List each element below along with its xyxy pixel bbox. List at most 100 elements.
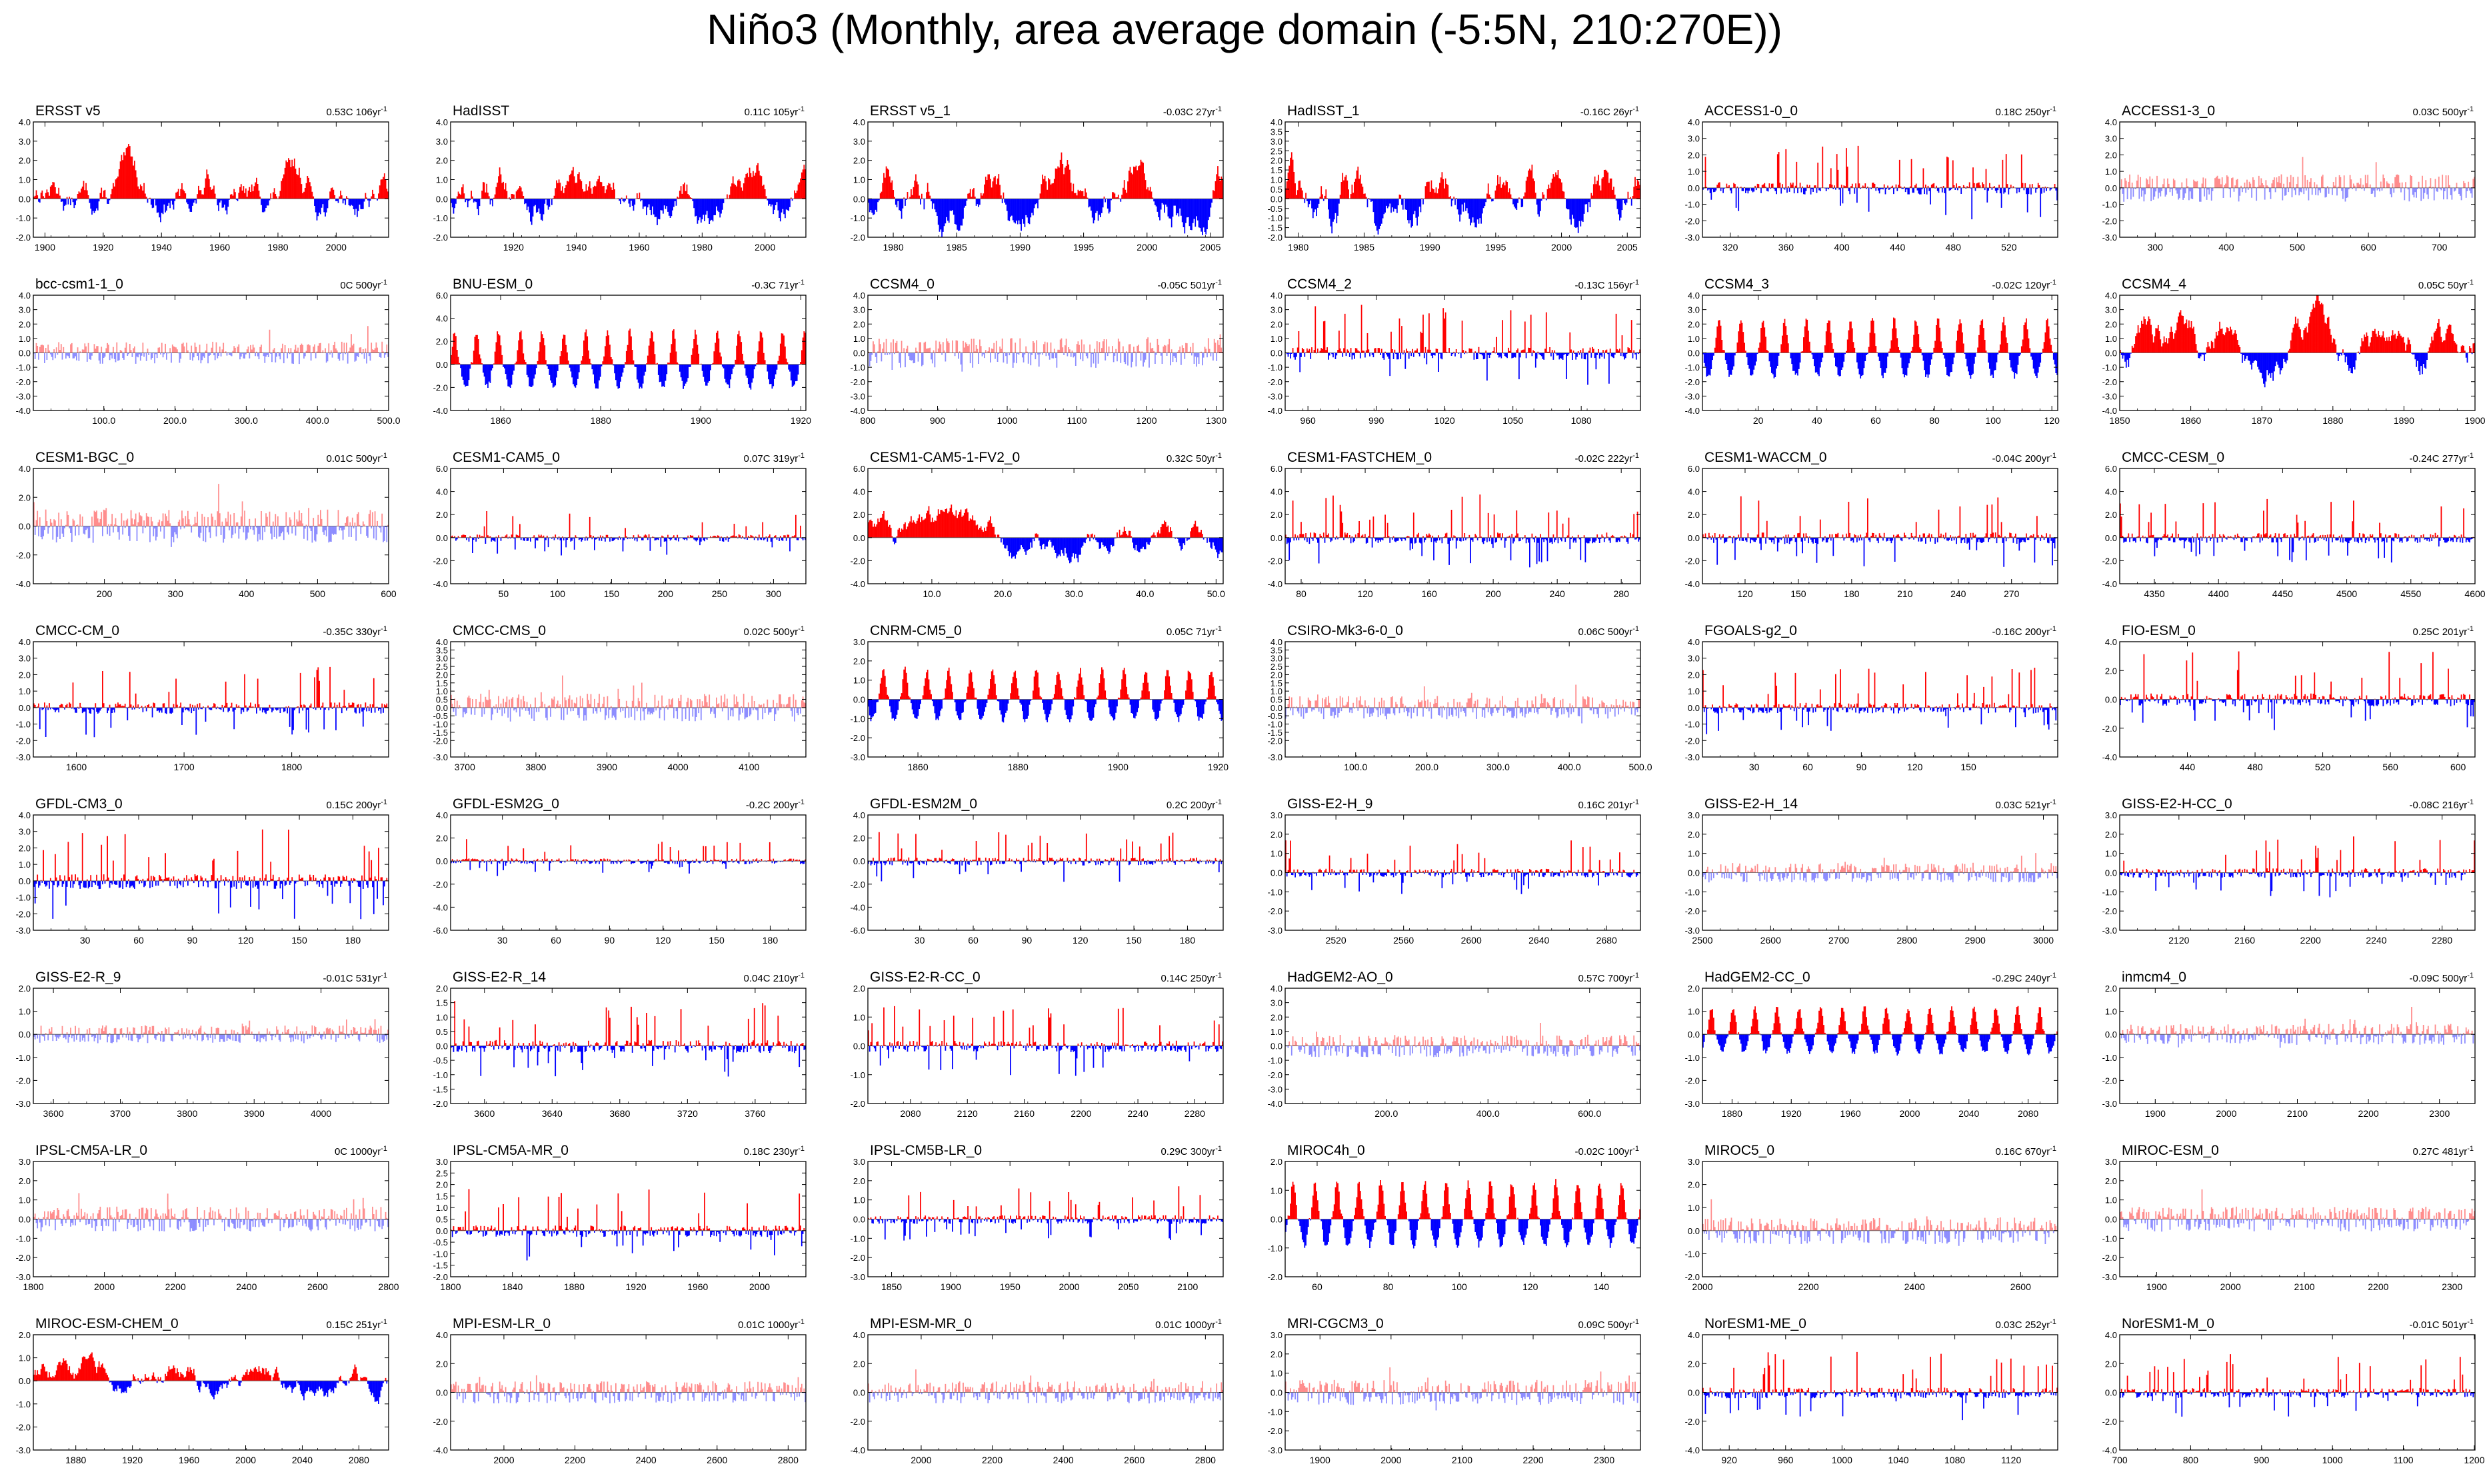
x-tick-label: 2005: [1200, 242, 1221, 253]
y-tick-label: -2.0: [851, 1253, 865, 1263]
x-tick-label: 2600: [707, 1455, 727, 1465]
y-tick-label: 2.0: [436, 337, 448, 347]
x-tick-label: 2100: [1452, 1455, 1472, 1465]
y-tick-label: 2.0: [19, 156, 31, 166]
y-tick-label: -2.0: [433, 1099, 448, 1109]
x-tick-label: 2040: [1958, 1108, 1979, 1119]
y-tick-label: -6.0: [851, 926, 865, 936]
chart-panel: MIROC-ESM-CHEM_0 0.15C 251yr-1 -3.0 -2.0 -1.…: [16, 1316, 389, 1465]
x-tick-label: 1985: [1354, 242, 1374, 253]
chart-panel: GISS-E2-H_14 0.03C 521yr-1 -3.0 -2.0 -1.0 0.0…: [1685, 796, 2058, 946]
y-tick-label: 1.0: [19, 1195, 31, 1205]
y-tick-label: 4.0: [19, 810, 31, 820]
x-tick-label: 1860: [490, 415, 511, 426]
y-tick-label: 1.0: [436, 1203, 448, 1213]
y-tick-label: 3.0: [1270, 305, 1282, 315]
y-tick-label: -4.0: [851, 579, 865, 589]
panel-title: GISS-E2-R_14: [453, 970, 546, 985]
y-tick-label: 0.0: [2105, 695, 2117, 705]
panel-stat: -0.01C 531yr-1: [323, 972, 388, 984]
y-tick-label: -1.0: [16, 1233, 31, 1243]
panel-title: IPSL-CM5B-LR_0: [870, 1143, 982, 1158]
y-tick-label: -1.0: [16, 213, 31, 223]
y-tick-label: -4.0: [433, 1445, 448, 1455]
y-tick-label: 0.0: [436, 703, 448, 713]
y-tick-label: -4.0: [16, 406, 31, 416]
x-tick-label: 2600: [1124, 1455, 1145, 1465]
y-tick-label: 0.0: [1688, 183, 1700, 193]
panel-title: CSIRO-Mk3-6-0_0: [1287, 623, 1403, 638]
x-tick-label: 2200: [2300, 935, 2321, 946]
chart-panel: FGOALS-g2_0 -0.16C 200yr-1 -3.0 -2.0 -1.0 0.0…: [1685, 623, 2058, 772]
x-tick-label: 1860: [2180, 415, 2201, 426]
negative-anomaly-fill: [109, 1381, 389, 1404]
y-tick-label: -2.0: [433, 1272, 448, 1282]
panel-title: MIROC-ESM_0: [2122, 1143, 2219, 1158]
x-tick-label: 2400: [1053, 1455, 1074, 1465]
y-tick-label: 3.0: [436, 654, 448, 664]
y-tick-label: -1.0: [2102, 200, 2117, 210]
positive-anomaly-fill: [1285, 305, 1640, 353]
panel-stat: 0.16C 670yr-1: [1996, 1145, 2057, 1157]
panel-title: CCSM4_4: [2122, 277, 2186, 292]
panel-title: CMCC-CMS_0: [453, 623, 546, 638]
panel-title: MPI-ESM-MR_0: [870, 1316, 972, 1331]
chart-panel: CESM1-BGC_0 0.01C 500yr-1 -4.0 -2.0 0.0 2.0 4.…: [16, 450, 397, 599]
x-tick-label: 2300: [2429, 1108, 2450, 1119]
y-tick-label: -2.0: [1685, 1272, 1700, 1282]
panel-stat: 0.07C 319yr-1: [744, 452, 805, 464]
y-tick-label: 4.0: [2105, 117, 2117, 127]
y-tick-label: 3.5: [1270, 645, 1282, 655]
x-tick-label: 100: [1985, 415, 2001, 426]
y-tick-label: 1.0: [1270, 849, 1282, 859]
y-tick-label: 4.0: [853, 1330, 865, 1340]
negative-anomaly-fill: [869, 1046, 1223, 1076]
negative-anomaly-fill: [38, 199, 378, 223]
x-tick-label: 150: [604, 588, 620, 599]
panel-stat: -0.09C 500yr-1: [2410, 972, 2474, 984]
y-tick-label: 0.0: [436, 533, 448, 543]
y-tick-label: 0.0: [436, 856, 448, 866]
y-tick-label: -3.0: [16, 1099, 31, 1109]
x-tick-label: 500.0: [1628, 762, 1652, 772]
x-tick-label: 1800: [281, 762, 302, 772]
chart-panel: MPI-ESM-LR_0 0.01C 1000yr-1 -4.0 -2.0 0.0 2.0…: [433, 1316, 807, 1465]
panel-title: CESM1-BGC_0: [35, 450, 134, 465]
y-tick-label: -3.0: [1685, 1099, 1700, 1109]
y-tick-label: 0.0: [19, 349, 31, 359]
chart-panel: CMCC-CM_0 -0.35C 330yr-1 -3.0 -2.0 -1.0 0.0 1.…: [16, 623, 389, 772]
y-tick-label: 2.0: [436, 670, 448, 680]
y-tick-label: -1.0: [2102, 363, 2117, 372]
x-tick-label: 2000: [1692, 1281, 1712, 1292]
x-tick-label: 300: [2148, 242, 2164, 253]
x-tick-label: 1960: [629, 242, 649, 253]
y-tick-label: -1.5: [433, 728, 448, 738]
y-tick-label: 3.0: [1688, 654, 1700, 664]
y-tick-label: 0.0: [1270, 1215, 1282, 1225]
panel-stat: 0.05C 50yr-1: [2418, 279, 2474, 291]
x-tick-label: 2800: [1896, 935, 1917, 946]
x-tick-label: 1980: [267, 242, 288, 253]
y-tick-label: -1.0: [1268, 887, 1282, 897]
y-tick-label: -2.0: [2102, 556, 2117, 566]
y-tick-label: 4.0: [853, 117, 865, 127]
x-tick-label: 500.0: [377, 415, 400, 426]
panel-stat: 0.01C 1000yr-1: [1155, 1318, 1222, 1331]
y-tick-label: 0.0: [1688, 1030, 1700, 1040]
negative-anomaly-fill: [1286, 872, 1640, 894]
y-tick-label: -2.0: [2102, 1076, 2117, 1086]
panel-title: GFDL-CM3_0: [35, 796, 123, 812]
negative-anomaly-fill: [2120, 872, 2466, 898]
x-tick-label: 960: [1300, 415, 1316, 426]
y-tick-label: 2.0: [1270, 319, 1282, 329]
positive-anomaly-fill: [456, 163, 806, 199]
x-tick-label: 1860: [907, 762, 928, 772]
x-tick-label: 1040: [1888, 1455, 1908, 1465]
panel-title: FGOALS-g2_0: [1704, 623, 1797, 638]
x-tick-label: 1900: [691, 415, 711, 426]
y-tick-label: 0.0: [2105, 183, 2117, 193]
x-tick-label: 2000: [755, 242, 775, 253]
chart-panel: BNU-ESM_0 -0.3C 71yr-1 -4.0 -2.0 0.0 2.0 4.0 6.…: [433, 277, 812, 426]
x-tick-label: 2680: [1596, 935, 1617, 946]
y-tick-label: 2.0: [2105, 666, 2117, 676]
